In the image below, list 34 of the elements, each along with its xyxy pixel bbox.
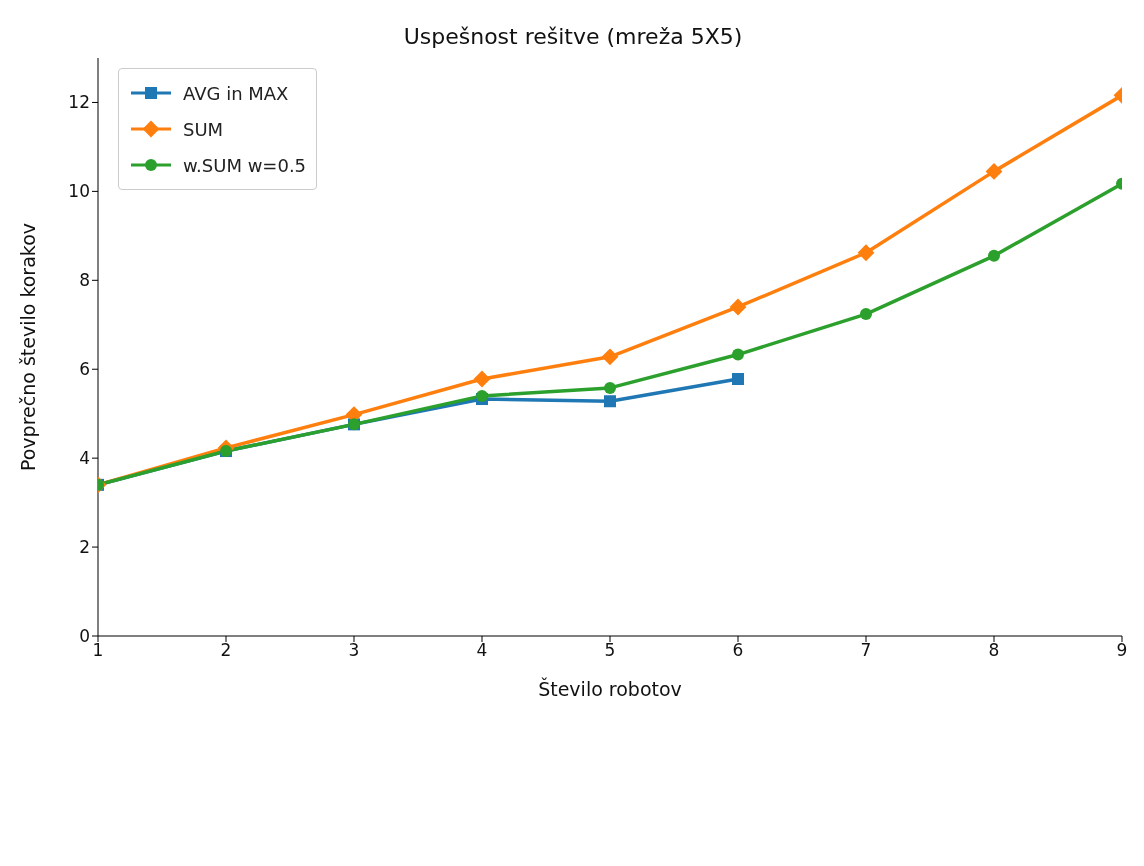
y-tick-label: 4: [79, 448, 90, 469]
legend-label: SUM: [183, 118, 224, 140]
legend-label: w.SUM w=0.5: [183, 154, 307, 176]
point: [860, 308, 872, 321]
x-tick-label: 3: [348, 640, 360, 661]
y-tick-label: 8: [79, 270, 90, 291]
x-tick-label: 4: [476, 640, 488, 661]
point: [988, 249, 1000, 262]
x-tick-label: 7: [860, 640, 872, 661]
x-tick-label: 6: [732, 640, 744, 661]
point: [985, 162, 1003, 180]
x-tick-label: 9: [1116, 640, 1128, 661]
point: [732, 348, 744, 361]
x-tick-label: 1: [92, 640, 104, 661]
y-tick-label: 10: [68, 181, 90, 202]
legend-label: AVG in MAX: [183, 82, 289, 104]
y-tick-label: 2: [79, 537, 90, 558]
x-tick-label: 2: [220, 640, 232, 661]
x-tick-label: 8: [988, 640, 1000, 661]
x-axis-title: Število robotov: [538, 677, 682, 700]
point: [476, 389, 488, 402]
y-tick-label: 6: [79, 359, 90, 380]
y-tick-label: 0: [79, 626, 90, 647]
x-tick-label: 5: [604, 640, 616, 661]
y-tick-label: 12: [68, 92, 90, 113]
y-axis-title: Povprečno število korakov: [16, 222, 39, 472]
point: [601, 348, 619, 366]
chart-title: Uspešnost rešitve (mreža 5X5): [403, 24, 743, 49]
point: [857, 244, 875, 262]
point: [604, 381, 616, 394]
point: [473, 370, 491, 388]
point: [604, 395, 616, 408]
point: [732, 373, 744, 386]
point: [729, 298, 747, 316]
